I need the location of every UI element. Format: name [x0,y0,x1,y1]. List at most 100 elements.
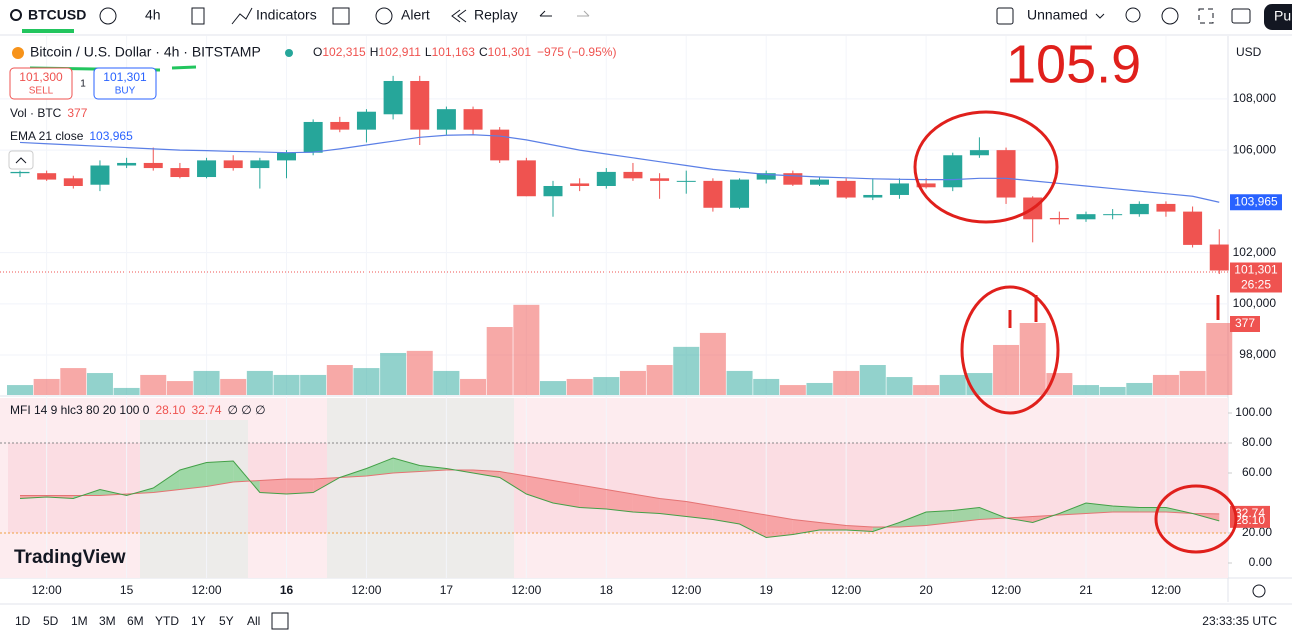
templates-icon[interactable] [332,7,350,25]
layout-icon[interactable] [996,7,1014,25]
search-icon[interactable] [10,9,22,21]
range-button[interactable]: 1D [15,614,31,628]
range-button[interactable]: 1M [71,614,88,628]
mfi-fill [206,461,234,487]
last-price-tag-text: 101,301 [1234,263,1278,277]
mfi-line [19,457,1220,539]
add-icon[interactable] [99,7,117,25]
candle-body [63,178,83,186]
candle-body [596,171,616,186]
candle-body [463,109,483,130]
sell-price[interactable]: 101,300 [19,70,63,84]
mfi-fill [766,515,793,538]
sell-button[interactable] [9,67,73,100]
indicators[interactable]: Indicators [256,7,317,23]
range-button[interactable]: 1Y [191,614,206,628]
undo[interactable] [539,10,552,17]
spread: 1 [80,79,86,90]
volume-bar [1152,374,1179,395]
candle-body [516,160,536,197]
indicators-icon[interactable] [231,7,253,25]
publish-button[interactable] [1264,4,1292,30]
sell-label[interactable]: SELL [29,86,54,97]
mfi-label: 0.00 [1249,555,1273,569]
mfi-fill [606,489,633,512]
symbol[interactable]: BTCUSD [28,7,86,23]
candle-body [943,155,963,188]
volume-bar [1206,323,1233,395]
candle-body [836,180,856,198]
price-label: 102,000 [1233,245,1277,259]
mfi-label: MFI 14 9 hlc3 80 20 100 0 28.10 32.74 ∅ ∅ ∅ [10,403,266,417]
alert[interactable]: Alert [401,7,430,23]
candle-body [969,150,989,156]
status-dot [285,49,293,57]
buy-button[interactable] [93,67,157,100]
replay-icon[interactable] [451,9,467,23]
quick-search[interactable] [1125,7,1141,23]
volume-bar [619,370,646,395]
range-bar: 1D 5D 1M 3M 6M YTD 1Y 5Y All [15,614,260,628]
countdown-tag [1230,278,1282,293]
volume-bar [726,370,753,395]
candle-body [996,150,1016,198]
candle-body [1156,203,1176,212]
mfi-tag-text: 32.74 [1235,506,1265,520]
collapse-icon[interactable] [15,157,27,164]
ema-line [19,134,1220,203]
volume-bar [1019,323,1046,395]
snapshot[interactable] [1231,8,1251,24]
mfi-fill [286,479,314,494]
volume-bar [1073,385,1099,395]
candle-body [383,80,403,115]
mfi-label: 60.00 [1242,465,1272,479]
candle-body [863,194,883,198]
dropdown[interactable] [1095,13,1105,19]
volume-bar [1126,382,1153,395]
mfi-fill [553,480,580,508]
volume-bar [939,374,966,395]
volume-bar [566,378,593,395]
candle-body [570,183,590,186]
layout-name[interactable]: Unnamed [1027,7,1088,23]
candle-body [117,162,137,166]
mfi-fill [579,485,607,509]
axis-settings[interactable] [1252,584,1266,598]
time-label: 12:00 [351,583,381,597]
mfi-label: 100.00 [1235,405,1272,419]
candle-icon[interactable] [191,7,205,25]
range-button[interactable]: All [247,614,260,628]
redo[interactable] [577,10,590,17]
toolbar: BTCUSD 4h Indicators Alert Replay Unname… [10,4,1292,33]
buy-label[interactable]: BUY [115,86,136,97]
interval[interactable]: 4h [145,7,161,23]
volume-bar [1099,386,1126,395]
range-button[interactable]: 3M [99,614,116,628]
range-button[interactable]: 6M [127,614,144,628]
mfi-fill [259,479,287,494]
ohlc: O102,315 H102,911 L101,163 C101,301 −975 (−0… [313,45,616,59]
legend: Bitcoin / U.S. Dollar · 4h · BITSTAMP O1… [8,44,616,417]
collapse-button[interactable] [8,150,34,170]
ema-label: EMA 21 close 103,965 [10,129,133,143]
fullscreen[interactable] [1198,8,1214,24]
settings[interactable] [1161,7,1179,25]
range-button[interactable]: YTD [155,614,179,628]
circle-annotation [913,110,1059,224]
publish[interactable]: Pu [1274,8,1291,24]
alert-icon[interactable] [375,7,393,25]
candle-body [250,160,270,169]
buy-price[interactable]: 101,301 [103,70,147,84]
candle-body [1049,218,1069,220]
range-button[interactable]: 5Y [219,614,234,628]
replay[interactable]: Replay [474,7,518,23]
candle-body [37,173,57,180]
date-range-icon[interactable] [271,612,289,630]
currency[interactable]: USD [1236,45,1262,59]
volume-bar [406,350,433,395]
volume-bar [33,378,60,395]
mfi-fill [739,510,767,538]
range-button[interactable]: 5D [43,614,59,628]
mfi-fill [712,506,740,524]
